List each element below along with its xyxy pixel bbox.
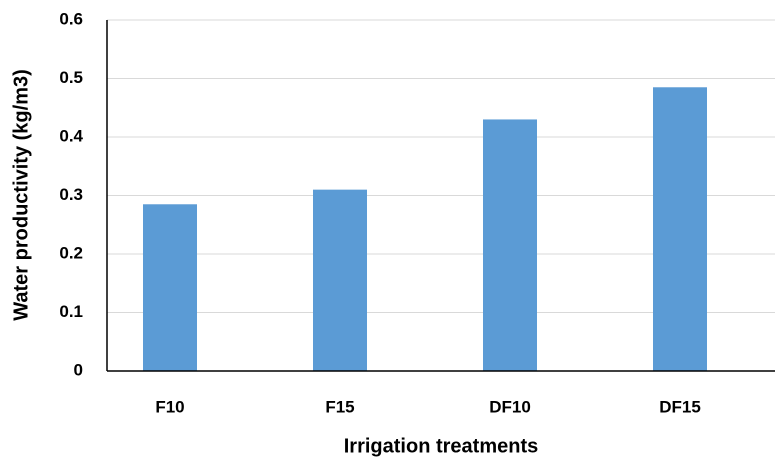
x-tick-label: F15 xyxy=(325,397,354,416)
x-tick-label: F10 xyxy=(155,397,184,416)
x-axis-title: Irrigation treatments xyxy=(344,435,538,457)
bar xyxy=(653,87,707,372)
y-tick-label: 0.4 xyxy=(59,126,83,145)
x-tick-label: DF15 xyxy=(659,397,701,416)
bar xyxy=(143,204,197,371)
y-axis-title: Water productivity (kg/m3) xyxy=(10,69,32,321)
y-tick-label: 0.2 xyxy=(59,243,83,262)
y-tick-label: 0 xyxy=(74,360,83,379)
y-tick-label: 0.6 xyxy=(59,9,83,28)
x-tick-label: DF10 xyxy=(489,397,531,416)
bar xyxy=(483,119,537,371)
y-tick-label: 0.5 xyxy=(59,68,83,87)
bar xyxy=(313,189,367,371)
y-tick-label: 0.1 xyxy=(59,302,83,321)
y-tick-label: 0.3 xyxy=(59,185,83,204)
